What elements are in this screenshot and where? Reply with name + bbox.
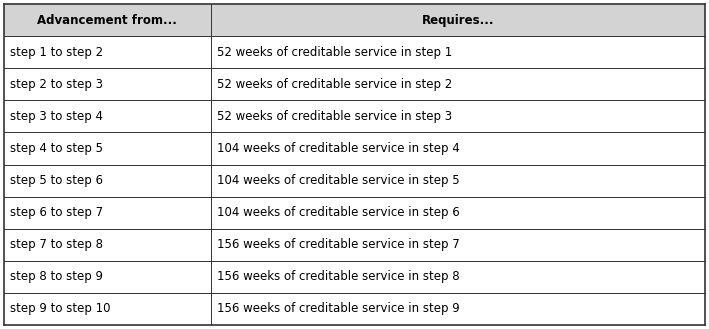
Bar	[211, 164, 705, 197]
Bar	[4, 229, 211, 261]
Text: 104 weeks of creditable service in step 4: 104 weeks of creditable service in step …	[217, 142, 459, 155]
Bar	[211, 197, 705, 229]
Bar	[4, 68, 211, 100]
Text: step 7 to step 8: step 7 to step 8	[10, 238, 103, 251]
Text: 52 weeks of creditable service in step 1: 52 weeks of creditable service in step 1	[217, 46, 452, 59]
Bar	[4, 132, 211, 164]
Text: Advancement from...: Advancement from...	[38, 13, 177, 27]
Bar	[211, 68, 705, 100]
Text: step 3 to step 4: step 3 to step 4	[10, 110, 103, 123]
Bar	[4, 293, 211, 325]
Bar	[4, 164, 211, 197]
Bar	[211, 36, 705, 68]
Bar	[211, 229, 705, 261]
Text: 156 weeks of creditable service in step 8: 156 weeks of creditable service in step …	[217, 270, 459, 283]
Text: step 6 to step 7: step 6 to step 7	[10, 206, 103, 219]
Text: 104 weeks of creditable service in step 6: 104 weeks of creditable service in step …	[217, 206, 459, 219]
Bar	[4, 36, 211, 68]
Text: step 9 to step 10: step 9 to step 10	[10, 302, 111, 316]
Bar	[211, 4, 705, 36]
Bar	[4, 197, 211, 229]
Bar	[211, 100, 705, 132]
Bar	[211, 261, 705, 293]
Text: 104 weeks of creditable service in step 5: 104 weeks of creditable service in step …	[217, 174, 459, 187]
Text: step 1 to step 2: step 1 to step 2	[10, 46, 103, 59]
Text: Requires...: Requires...	[422, 13, 494, 27]
Bar	[211, 293, 705, 325]
Text: 156 weeks of creditable service in step 7: 156 weeks of creditable service in step …	[217, 238, 459, 251]
Bar	[4, 4, 211, 36]
Bar	[211, 132, 705, 164]
Text: step 2 to step 3: step 2 to step 3	[10, 78, 103, 91]
Text: 52 weeks of creditable service in step 3: 52 weeks of creditable service in step 3	[217, 110, 452, 123]
Text: 52 weeks of creditable service in step 2: 52 weeks of creditable service in step 2	[217, 78, 452, 91]
Text: step 5 to step 6: step 5 to step 6	[10, 174, 103, 187]
Text: step 8 to step 9: step 8 to step 9	[10, 270, 103, 283]
Text: 156 weeks of creditable service in step 9: 156 weeks of creditable service in step …	[217, 302, 459, 316]
Bar	[4, 100, 211, 132]
Bar	[4, 261, 211, 293]
Text: step 4 to step 5: step 4 to step 5	[10, 142, 103, 155]
